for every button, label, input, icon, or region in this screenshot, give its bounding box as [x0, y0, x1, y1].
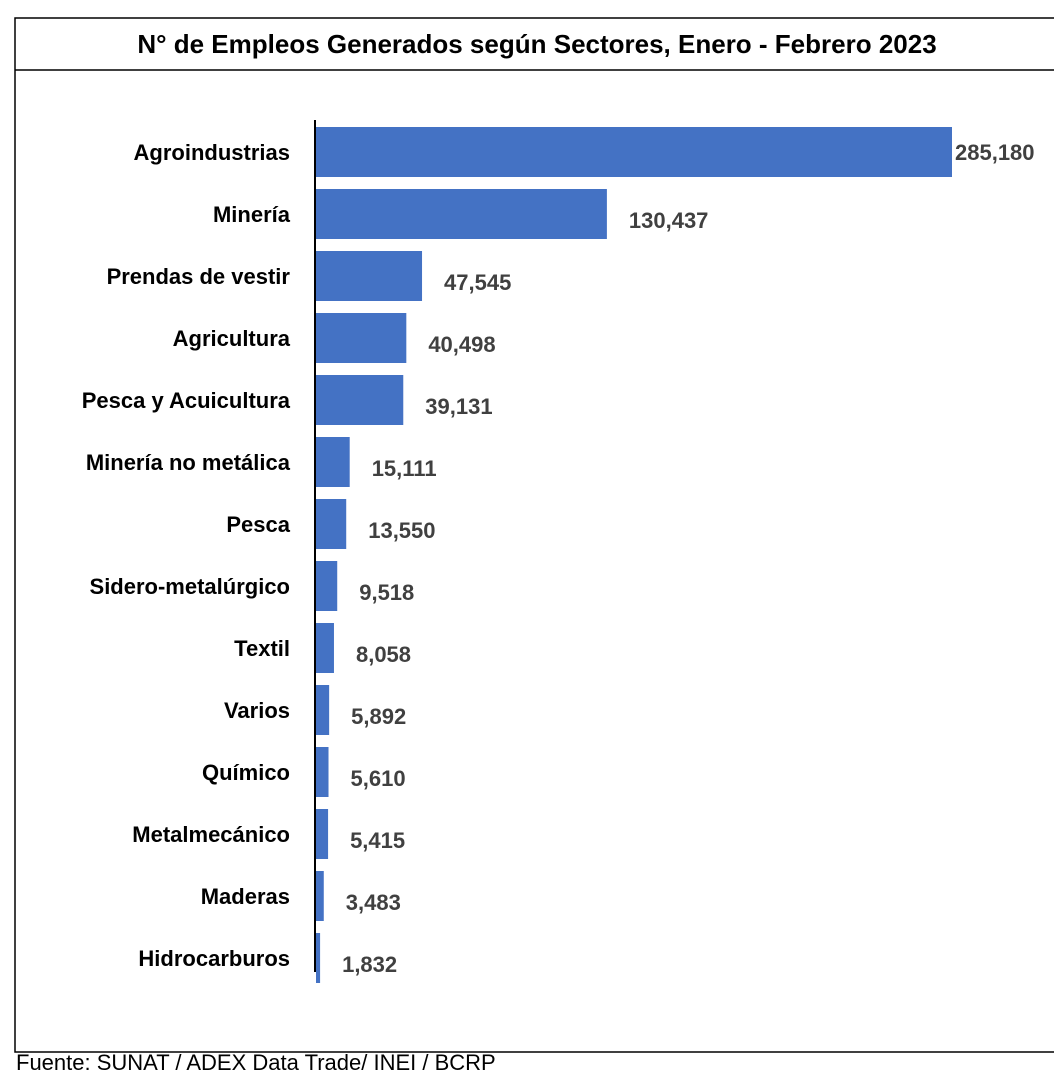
- bar: [316, 747, 329, 797]
- category-label: Sidero-metalúrgico: [90, 574, 290, 599]
- value-label: 8,058: [356, 642, 411, 667]
- bar: [316, 499, 347, 549]
- chart-title: N° de Empleos Generados según Sectores, …: [137, 29, 936, 59]
- bar: [316, 127, 952, 177]
- value-label: 9,518: [359, 580, 414, 605]
- category-label: Prendas de vestir: [107, 264, 291, 289]
- bar: [316, 685, 330, 735]
- category-label: Pesca y Acuicultura: [82, 388, 291, 413]
- value-label: 5,415: [350, 828, 405, 853]
- chart-frame: [14, 17, 1054, 1053]
- value-label: 40,498: [428, 332, 495, 357]
- value-label: 1,832: [342, 952, 397, 977]
- bar: [316, 251, 423, 301]
- source-note: Fuente: SUNAT / ADEX Data Trade/ INEI / …: [16, 1050, 496, 1075]
- category-label: Metalmecánico: [132, 822, 290, 847]
- category-label: Maderas: [201, 884, 290, 909]
- category-label: Textil: [234, 636, 290, 661]
- category-label: Químico: [202, 760, 290, 785]
- value-label: 3,483: [346, 890, 401, 915]
- value-label: 285,180: [955, 140, 1035, 165]
- bar: [316, 623, 334, 673]
- value-label: 5,892: [351, 704, 406, 729]
- category-label: Minería: [213, 202, 291, 227]
- value-label: 15,111: [372, 456, 437, 481]
- value-label: 47,545: [444, 270, 511, 295]
- bar: [316, 375, 404, 425]
- bar: [316, 809, 329, 859]
- bar: [316, 561, 338, 611]
- value-label: 130,437: [629, 208, 709, 233]
- category-label: Varios: [224, 698, 290, 723]
- category-label: Agroindustrias: [134, 140, 290, 165]
- value-label: 13,550: [368, 518, 435, 543]
- category-label: Pesca: [226, 512, 290, 537]
- bar: [316, 189, 607, 239]
- category-label: Minería no metálica: [86, 450, 291, 475]
- bar: [316, 313, 407, 363]
- category-label: Hidrocarburos: [138, 946, 290, 971]
- bar: [316, 437, 350, 487]
- value-label: 5,610: [351, 766, 406, 791]
- value-label: 39,131: [425, 394, 492, 419]
- bar: [316, 871, 324, 921]
- bar: [316, 933, 321, 983]
- category-label: Agricultura: [173, 326, 291, 351]
